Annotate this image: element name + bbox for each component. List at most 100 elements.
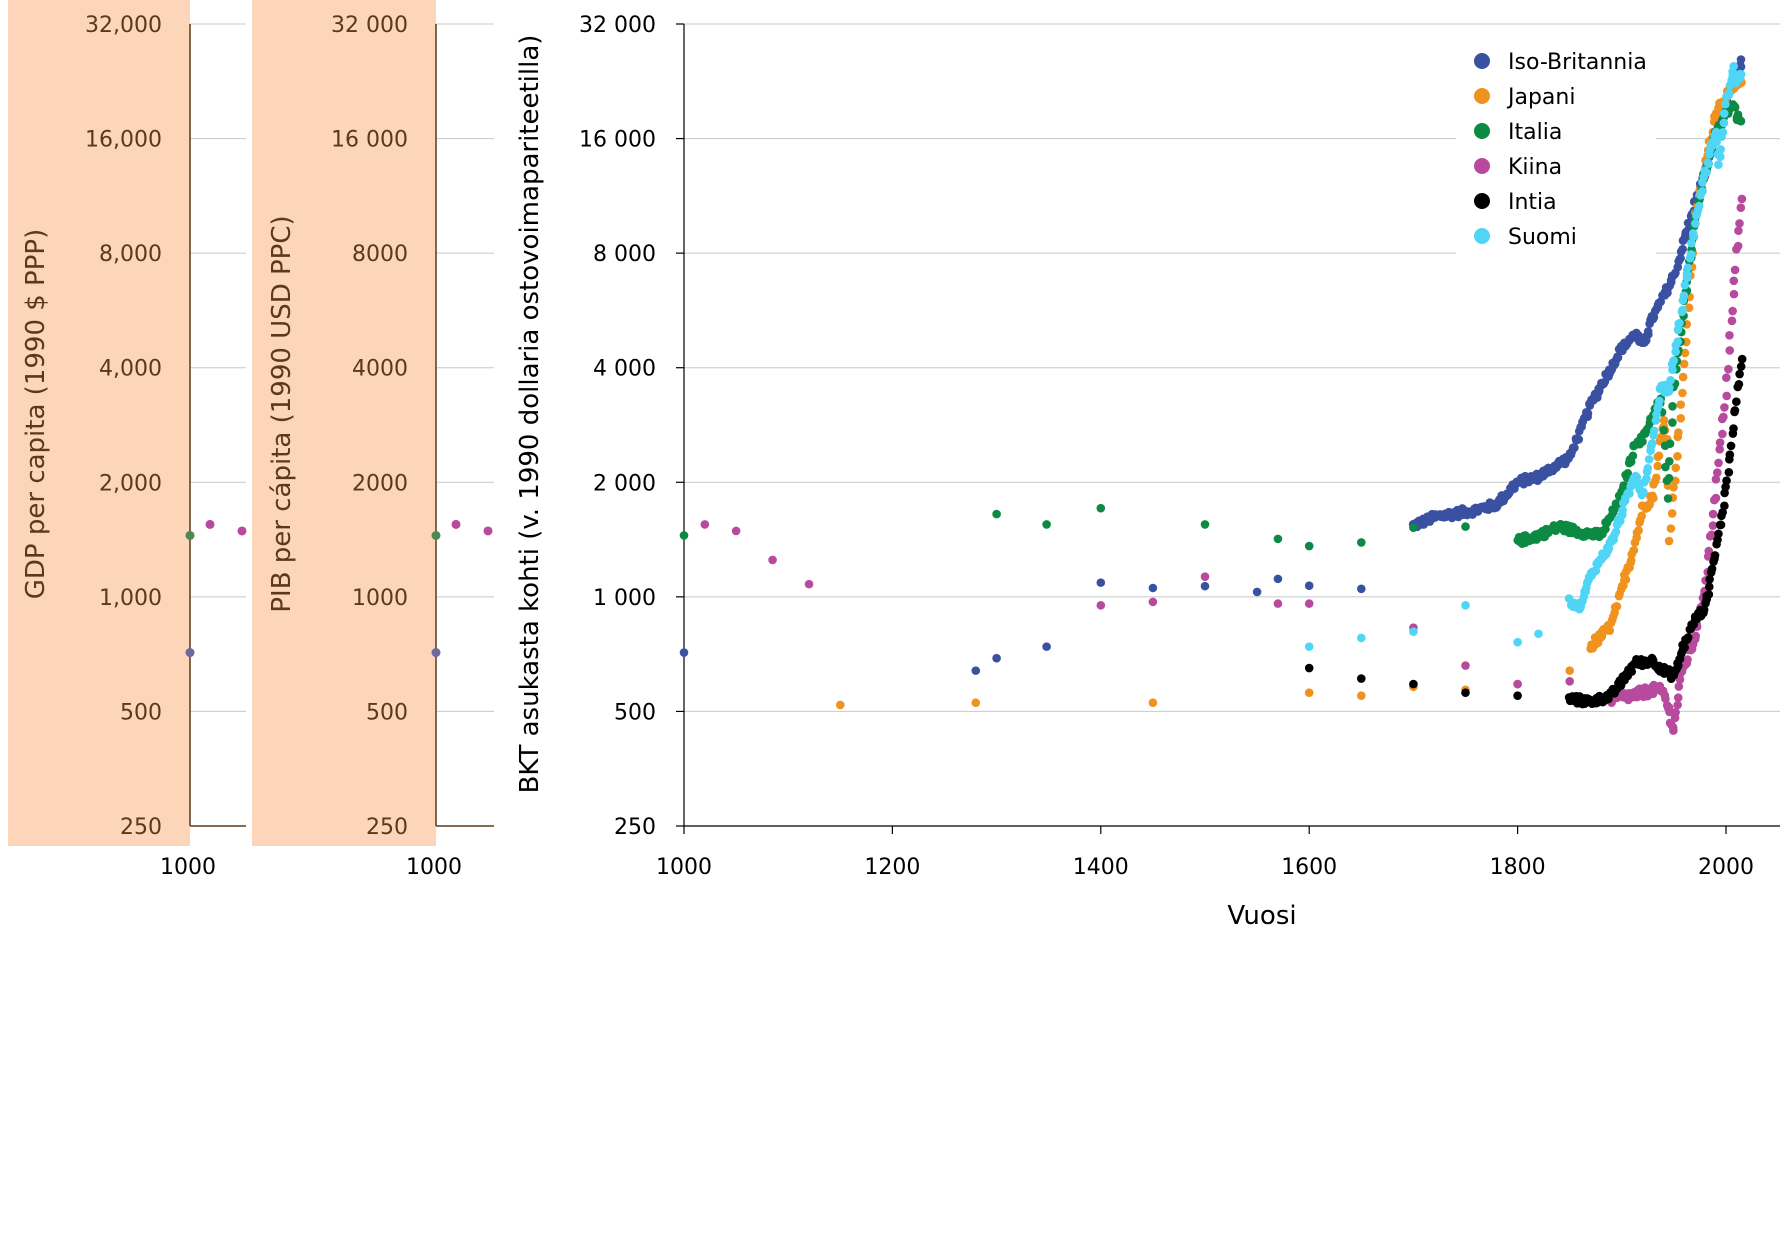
- data-point: [1730, 406, 1740, 415]
- data-point: [1711, 493, 1721, 503]
- data-point: [1304, 663, 1314, 673]
- data-point: [1704, 159, 1714, 169]
- data-point: [1736, 55, 1746, 64]
- data-point: [1357, 691, 1366, 700]
- y-tick-label: 4 000: [593, 357, 656, 382]
- ghost-y-tick-label: 32,000: [85, 13, 162, 38]
- data-points: [679, 55, 1747, 735]
- ghost-point: [483, 526, 493, 536]
- data-point: [1461, 688, 1470, 697]
- data-point: [679, 531, 689, 540]
- data-point: [1729, 289, 1739, 299]
- data-point: [1720, 501, 1729, 511]
- legend-label: Suomi: [1508, 225, 1577, 250]
- ghost-x-tick-label: 1000: [160, 855, 216, 880]
- data-point: [836, 700, 845, 710]
- data-point: [1671, 708, 1680, 717]
- data-point: [1683, 263, 1693, 273]
- data-point: [1678, 244, 1687, 254]
- data-point: [1724, 468, 1734, 477]
- x-tick-label: 1000: [656, 855, 712, 880]
- ghost-y-tick-label: 4,000: [99, 357, 162, 382]
- data-point: [1628, 451, 1638, 461]
- data-point: [992, 653, 1001, 663]
- data-point: [1304, 642, 1314, 651]
- ghost-y-tick-label: 32 000: [331, 13, 408, 38]
- data-point: [1273, 534, 1283, 544]
- data-point: [1304, 688, 1314, 697]
- data-point: [1673, 700, 1682, 710]
- data-point: [1671, 347, 1680, 357]
- data-point: [1357, 674, 1366, 683]
- data-point: [1708, 521, 1718, 530]
- data-point: [1357, 633, 1366, 643]
- data-point: [1673, 452, 1682, 461]
- data-point: [1713, 468, 1722, 477]
- legend-marker: [1474, 158, 1490, 174]
- data-point: [1716, 152, 1725, 162]
- data-point: [1513, 637, 1522, 647]
- data-point: [1629, 546, 1639, 555]
- data-point: [1714, 458, 1723, 468]
- data-point: [992, 509, 1001, 519]
- data-point: [1719, 118, 1729, 128]
- ghost-y-tick-label: 1,000: [99, 586, 162, 611]
- data-point: [1732, 397, 1741, 407]
- data-point: [1702, 168, 1711, 177]
- data-point: [1725, 450, 1735, 459]
- data-point: [1718, 429, 1727, 439]
- data-point: [1601, 524, 1610, 534]
- data-point: [1678, 388, 1687, 398]
- data-point: [1565, 676, 1574, 686]
- data-point: [1676, 400, 1686, 409]
- data-point: [1252, 587, 1262, 597]
- data-point: [1721, 99, 1730, 109]
- data-point: [1096, 578, 1106, 587]
- data-point: [1725, 346, 1735, 355]
- data-point: [1722, 476, 1731, 485]
- ghost-y-tick-label: 2,000: [99, 471, 162, 496]
- data-point: [1736, 62, 1746, 72]
- data-point: [1273, 574, 1283, 584]
- data-point: [1734, 226, 1743, 236]
- data-point: [1273, 599, 1283, 608]
- y-tick-label: 500: [614, 700, 656, 725]
- data-point: [1668, 418, 1677, 427]
- data-point: [1726, 441, 1736, 451]
- data-point: [1665, 457, 1674, 466]
- x-tick-label: 1800: [1490, 855, 1546, 880]
- data-point: [1096, 503, 1106, 513]
- ghost-y-tick-label: 8000: [352, 242, 408, 267]
- data-point: [1688, 229, 1698, 238]
- data-point: [1513, 691, 1522, 700]
- data-point: [1669, 726, 1678, 735]
- series-iso-britannia: [679, 55, 1746, 675]
- data-point: [1623, 468, 1633, 478]
- data-point: [1570, 443, 1579, 452]
- data-point: [1684, 303, 1694, 313]
- data-point: [1304, 581, 1314, 590]
- data-point: [1652, 473, 1661, 483]
- series-intia: [1304, 354, 1747, 709]
- ghost-point: [431, 648, 441, 658]
- data-point: [1704, 546, 1714, 556]
- data-point: [1686, 250, 1696, 259]
- data-point: [1733, 241, 1743, 251]
- legend-label: Kiina: [1508, 155, 1562, 180]
- series-kiina: [700, 194, 1747, 735]
- ghost-y-tick-label: 500: [120, 700, 162, 725]
- data-point: [1680, 280, 1690, 290]
- data-point: [1725, 330, 1734, 340]
- legend: Iso-Britannia Japani Italia Kiina Intia Suomi: [1456, 40, 1656, 254]
- data-point: [700, 520, 710, 529]
- data-point: [1669, 483, 1678, 492]
- data-point: [1626, 556, 1636, 565]
- data-point: [1673, 693, 1683, 702]
- data-point: [1654, 451, 1664, 461]
- y-tick-label: 2 000: [593, 471, 656, 496]
- ghost-point: [237, 526, 247, 536]
- data-point: [1691, 219, 1700, 228]
- data-point: [1716, 520, 1726, 530]
- data-point: [1736, 70, 1746, 79]
- ghost-y-tick-label: 2000: [352, 471, 408, 496]
